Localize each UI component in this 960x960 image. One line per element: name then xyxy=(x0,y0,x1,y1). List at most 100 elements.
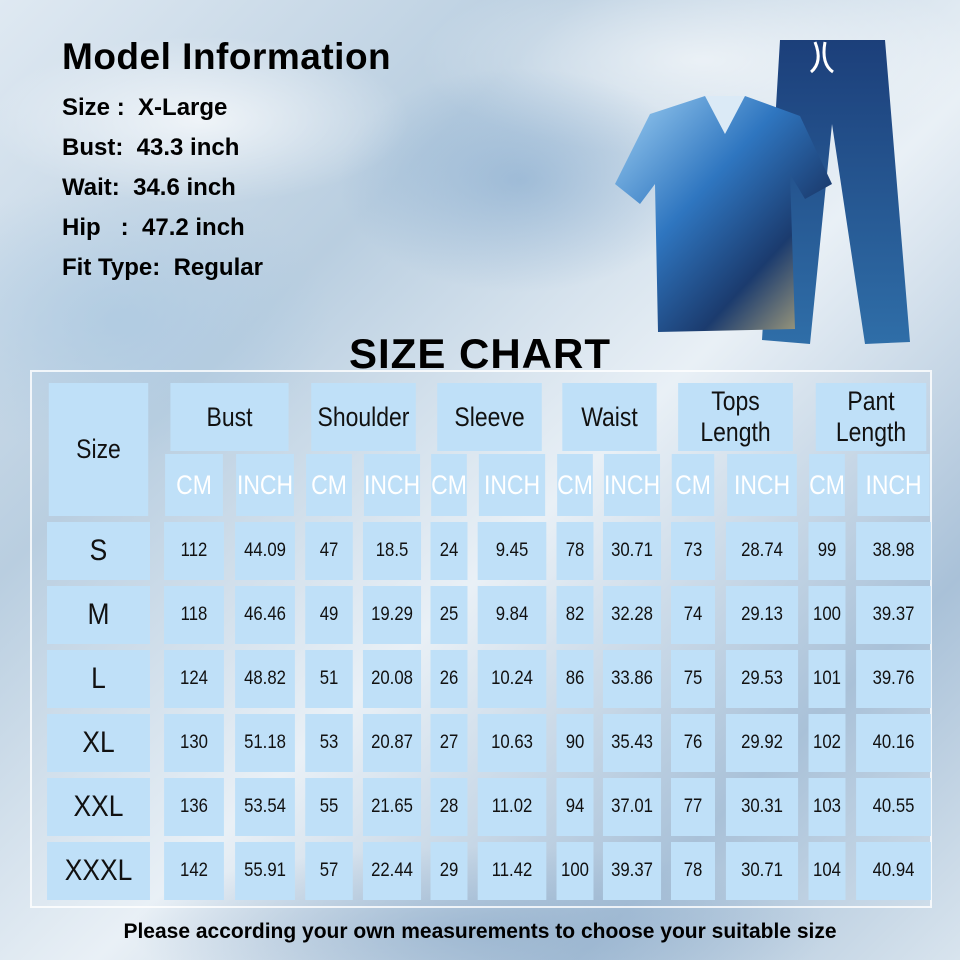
unit-header-inch: INCH xyxy=(478,454,546,516)
measurement-cell: 9.84 xyxy=(477,586,547,644)
measurement-cell: 37.01 xyxy=(602,778,662,836)
scrub-top xyxy=(615,96,832,332)
measurement-cell: 118 xyxy=(164,586,224,644)
model-info-row: Hip : 47.2 inch xyxy=(62,208,391,248)
measurement-cell: 112 xyxy=(164,522,224,580)
measurement-cell: 46.46 xyxy=(235,586,295,644)
measurement-cell: 30.71 xyxy=(602,522,662,580)
column-group-header: Tops Length xyxy=(678,383,793,451)
unit-header-cm: CM xyxy=(671,454,715,516)
measurement-cell: 103 xyxy=(808,778,846,836)
measurement-cell: 90 xyxy=(556,714,594,772)
model-info-label: Hip : xyxy=(62,214,129,241)
unit-header-inch: INCH xyxy=(727,454,797,516)
size-label: XXXL xyxy=(47,842,150,900)
measurement-cell: 28.74 xyxy=(725,522,799,580)
measurement-cell: 73 xyxy=(671,522,715,580)
measurement-cell: 77 xyxy=(671,778,715,836)
measurement-cell: 29 xyxy=(430,842,468,900)
column-group-header: Waist xyxy=(562,383,657,451)
measurement-cell: 32.28 xyxy=(602,586,662,644)
size-chart-title: SIZE CHART xyxy=(349,330,611,377)
table-row: L 124 48.82 51 20.08 26 10.24 86 33.86 75 29.53 101… xyxy=(40,650,936,708)
measurement-cell: 9.45 xyxy=(477,522,547,580)
measurement-cell: 11.02 xyxy=(477,778,547,836)
measurement-cell: 86 xyxy=(556,650,594,708)
measurement-cell: 94 xyxy=(556,778,594,836)
measurement-cell: 40.16 xyxy=(856,714,931,772)
table-row: XXL 136 53.54 55 21.65 28 11.02 94 37.01 77 30.31 1… xyxy=(40,778,936,836)
measurement-cell: 142 xyxy=(164,842,224,900)
measurement-cell: 24 xyxy=(430,522,468,580)
measurement-cell: 47 xyxy=(305,522,353,580)
measurement-cell: 124 xyxy=(164,650,224,708)
size-label: XXL xyxy=(47,778,150,836)
size-label: XL xyxy=(47,714,150,772)
measurement-cell: 40.55 xyxy=(856,778,931,836)
size-label: M xyxy=(47,586,150,644)
measurement-cell: 101 xyxy=(808,650,846,708)
column-group-header: Shoulder xyxy=(311,383,416,451)
measurement-cell: 35.43 xyxy=(602,714,662,772)
measurement-cell: 30.71 xyxy=(725,842,799,900)
table-row: M 118 46.46 49 19.29 25 9.84 82 32.28 74 29.13 100 3… xyxy=(40,586,936,644)
column-group-header: Pant Length xyxy=(815,383,927,451)
measurement-cell: 76 xyxy=(671,714,715,772)
measurement-cell: 57 xyxy=(305,842,353,900)
size-chart-frame xyxy=(30,370,932,908)
size-label: L xyxy=(47,650,150,708)
unit-header-inch: INCH xyxy=(603,454,661,516)
table-row: S 112 44.09 47 18.5 24 9.45 78 30.71 73 28.74 99 38.… xyxy=(40,522,936,580)
measurement-cell: 48.82 xyxy=(235,650,295,708)
measurement-cell: 11.42 xyxy=(477,842,547,900)
measurement-cell: 33.86 xyxy=(602,650,662,708)
unit-header-inch: INCH xyxy=(857,454,930,516)
measurement-cell: 82 xyxy=(556,586,594,644)
unit-header-inch: INCH xyxy=(236,454,294,516)
table-row: XL 130 51.18 53 20.87 27 10.63 90 35.43 76 29.92 10… xyxy=(40,714,936,772)
measurement-cell: 51 xyxy=(305,650,353,708)
measurement-cell: 102 xyxy=(808,714,846,772)
model-info-value: X-Large xyxy=(138,94,228,121)
model-info-value: 34.6 inch xyxy=(133,174,236,201)
model-info-row: Fit Type: Regular xyxy=(62,248,391,288)
measurement-cell: 136 xyxy=(164,778,224,836)
measurement-cell: 44.09 xyxy=(235,522,295,580)
size-column-header: Size xyxy=(48,383,149,516)
measurement-cell: 27 xyxy=(430,714,468,772)
unit-header-cm: CM xyxy=(306,454,352,516)
model-info-title: Model Information xyxy=(62,36,392,77)
measurement-cell: 18.5 xyxy=(362,522,422,580)
model-info-label: Wait: xyxy=(62,174,120,201)
measurement-cell: 49 xyxy=(305,586,353,644)
measurement-cell: 21.65 xyxy=(362,778,422,836)
measurement-cell: 104 xyxy=(808,842,846,900)
unit-header-cm: CM xyxy=(431,454,467,516)
measurement-cell: 100 xyxy=(808,586,846,644)
model-info-label: Bust: xyxy=(62,134,124,161)
model-info-row: Bust: 43.3 inch xyxy=(62,128,391,168)
size-chart-table: Size Bust Shoulder Sleeve Waist Tops Length P… xyxy=(37,380,939,903)
size-label: S xyxy=(47,522,150,580)
model-info-label: Size : xyxy=(62,94,125,121)
measurement-cell: 40.94 xyxy=(856,842,931,900)
measurement-cell: 20.87 xyxy=(362,714,422,772)
measurement-cell: 20.08 xyxy=(362,650,422,708)
scrubs-product-image xyxy=(615,40,910,344)
model-info-row: Size : X-Large xyxy=(62,88,391,128)
measurement-cell: 53 xyxy=(305,714,353,772)
model-info-value: 47.2 inch xyxy=(142,214,245,241)
measurement-cell: 29.13 xyxy=(725,586,799,644)
measurement-cell: 55 xyxy=(305,778,353,836)
measurement-cell: 10.24 xyxy=(477,650,547,708)
measurement-cell: 29.92 xyxy=(725,714,799,772)
unit-header-cm: CM xyxy=(809,454,845,516)
model-info-label: Fit Type: xyxy=(62,254,161,281)
measurement-cell: 19.29 xyxy=(362,586,422,644)
unit-header-cm: CM xyxy=(165,454,223,516)
measurement-cell: 38.98 xyxy=(856,522,931,580)
measurement-cell: 78 xyxy=(556,522,594,580)
measurement-cell: 55.91 xyxy=(235,842,295,900)
measurement-cell: 130 xyxy=(164,714,224,772)
model-information: Model Information Size : X-Large Bust: 43… xyxy=(62,36,391,288)
